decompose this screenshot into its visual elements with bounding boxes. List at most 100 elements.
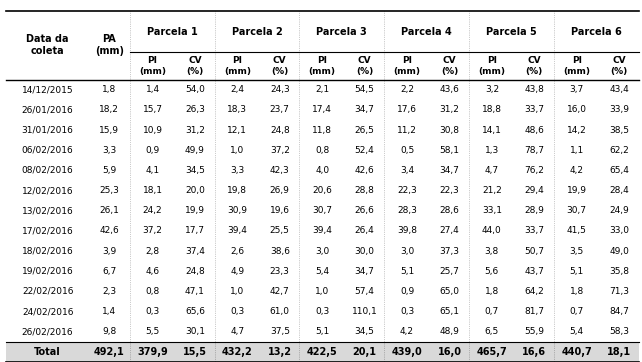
- Text: PI
(mm): PI (mm): [224, 56, 251, 76]
- Bar: [214, 181, 260, 201]
- Text: 1,4: 1,4: [146, 85, 160, 94]
- Bar: [345, 241, 385, 261]
- Text: 43,7: 43,7: [525, 267, 544, 276]
- Bar: [430, 221, 469, 241]
- Bar: [260, 201, 299, 221]
- Bar: [130, 181, 175, 201]
- Text: 5,9: 5,9: [102, 166, 116, 175]
- Text: 37,4: 37,4: [185, 247, 205, 256]
- Text: 43,4: 43,4: [609, 85, 629, 94]
- Text: 25,3: 25,3: [100, 186, 119, 195]
- Bar: [299, 160, 345, 181]
- Text: PI
(mm): PI (mm): [394, 56, 421, 76]
- Bar: [554, 11, 639, 52]
- Text: 5,1: 5,1: [569, 267, 584, 276]
- Bar: [600, 140, 639, 160]
- Bar: [130, 221, 175, 241]
- Text: 3,5: 3,5: [569, 247, 584, 256]
- Bar: [260, 281, 299, 302]
- Bar: [89, 322, 130, 342]
- Bar: [385, 160, 430, 181]
- Bar: [89, 201, 130, 221]
- Bar: [430, 140, 469, 160]
- Bar: [430, 160, 469, 181]
- Text: 25,5: 25,5: [270, 226, 290, 235]
- Text: 5,1: 5,1: [400, 267, 414, 276]
- Text: 64,2: 64,2: [525, 287, 544, 296]
- Bar: [600, 241, 639, 261]
- Bar: [554, 221, 600, 241]
- Text: 2,8: 2,8: [146, 247, 160, 256]
- Bar: [299, 120, 345, 140]
- Bar: [175, 281, 214, 302]
- Text: CV
(%): CV (%): [186, 56, 204, 76]
- Text: 439,0: 439,0: [392, 347, 422, 357]
- Text: 33,1: 33,1: [482, 206, 502, 215]
- Bar: [175, 302, 214, 322]
- Text: 3,7: 3,7: [569, 85, 584, 94]
- Bar: [299, 11, 385, 52]
- Bar: [89, 80, 130, 100]
- Bar: [175, 322, 214, 342]
- Bar: [6, 80, 89, 100]
- Bar: [554, 52, 600, 80]
- Bar: [554, 100, 600, 120]
- Text: 34,7: 34,7: [354, 105, 374, 114]
- Bar: [600, 52, 639, 80]
- Text: Parcela 4: Parcela 4: [401, 27, 452, 37]
- Bar: [469, 52, 515, 80]
- Bar: [130, 281, 175, 302]
- Bar: [6, 241, 89, 261]
- Bar: [89, 11, 130, 80]
- Text: 06/02/2016: 06/02/2016: [22, 146, 74, 155]
- Text: 61,0: 61,0: [270, 307, 290, 316]
- Text: 16,0: 16,0: [437, 347, 462, 357]
- Text: 18,8: 18,8: [482, 105, 502, 114]
- Text: 24,9: 24,9: [609, 206, 629, 215]
- Text: 43,6: 43,6: [440, 85, 460, 94]
- Bar: [260, 221, 299, 241]
- Text: CV
(%): CV (%): [271, 56, 288, 76]
- Bar: [430, 100, 469, 120]
- Bar: [554, 302, 600, 322]
- Bar: [260, 241, 299, 261]
- Bar: [430, 261, 469, 281]
- Text: 57,4: 57,4: [354, 287, 374, 296]
- Text: 47,1: 47,1: [185, 287, 205, 296]
- Bar: [89, 181, 130, 201]
- Bar: [515, 140, 554, 160]
- Text: 27,4: 27,4: [440, 226, 459, 235]
- Text: CV
(%): CV (%): [441, 56, 458, 76]
- Text: 18/02/2016: 18/02/2016: [22, 247, 74, 256]
- Text: 08/02/2016: 08/02/2016: [22, 166, 74, 175]
- Bar: [554, 241, 600, 261]
- Bar: [175, 140, 214, 160]
- Bar: [130, 100, 175, 120]
- Bar: [515, 201, 554, 221]
- Bar: [175, 52, 214, 80]
- Text: 0,8: 0,8: [145, 287, 160, 296]
- Text: 0,8: 0,8: [315, 146, 329, 155]
- Bar: [214, 52, 260, 80]
- Text: 3,8: 3,8: [485, 247, 499, 256]
- Bar: [430, 52, 469, 80]
- Text: 17/02/2016: 17/02/2016: [22, 226, 74, 235]
- Bar: [214, 302, 260, 322]
- Bar: [345, 261, 385, 281]
- Bar: [130, 322, 175, 342]
- Bar: [175, 80, 214, 100]
- Text: 30,7: 30,7: [312, 206, 332, 215]
- Text: 18,1: 18,1: [143, 186, 162, 195]
- Bar: [299, 322, 345, 342]
- Text: 26/02/2016: 26/02/2016: [22, 327, 73, 336]
- Text: 29,4: 29,4: [525, 186, 544, 195]
- Bar: [89, 281, 130, 302]
- Bar: [345, 322, 385, 342]
- Text: 65,4: 65,4: [609, 166, 629, 175]
- Text: 1,3: 1,3: [485, 146, 499, 155]
- Bar: [6, 281, 89, 302]
- Text: 6,5: 6,5: [485, 327, 499, 336]
- Text: CV
(%): CV (%): [611, 56, 628, 76]
- Bar: [214, 80, 260, 100]
- Bar: [554, 322, 600, 342]
